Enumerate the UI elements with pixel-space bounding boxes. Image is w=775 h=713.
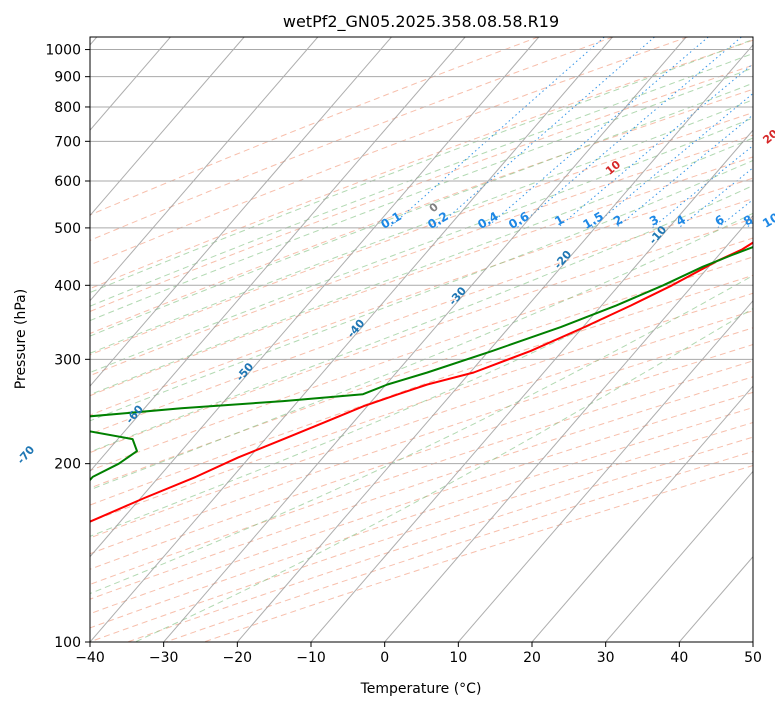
y-axis-label: Pressure (hPa) [13,289,29,389]
y-tick-label: 700 [54,134,81,150]
isotherm-label: -50 [233,360,256,384]
moist-adiabat-line [0,37,775,377]
x-tick-label: −10 [296,650,326,666]
isotherm-line [606,37,775,642]
x-tick-label: 50 [744,650,762,666]
moist-adiabat-line [0,37,775,642]
dry-adiabat-line [0,37,775,642]
x-tick-label: 10 [449,650,467,666]
x-tick-label: 30 [597,650,615,666]
dry-adiabat-line [0,37,775,642]
y-tick-label: 300 [54,352,81,368]
isotherm-line [0,37,244,642]
dry-adiabat-line [0,37,775,642]
isotherm-label: -20 [551,248,574,272]
mixing-ratio-line [486,37,708,228]
mixing-ratio-label: 0.4 [475,209,500,232]
dry-adiabat-line [0,37,775,642]
mixing-ratio-label: 1.5 [580,209,605,232]
moist-adiabat-line [0,37,775,355]
mixing-ratio-line [557,37,775,228]
x-tick-label: −30 [149,650,179,666]
y-tick-label: 200 [54,457,81,473]
moist-adiabat-line [0,37,775,491]
dry-adiabat-label: 20 [760,127,775,147]
dry-adiabat-label: 10 [603,158,623,178]
dry-adiabat-line [0,37,775,642]
dry-adiabat-line [0,37,775,642]
dry-adiabat-line [0,37,775,642]
mixing-ratio-label: 4 [674,212,688,228]
isotherm-label: -30 [446,284,469,308]
dry-adiabat-line [204,37,775,642]
x-tick-label: −40 [75,650,105,666]
mixing-ratio-line [517,37,742,228]
dry-adiabat-line [0,37,538,642]
isotherm-line [237,37,759,642]
dry-adiabat-line [0,37,775,642]
y-axis-ticks: 100 200 300 400 500 600 700 800 900 1000 [45,43,90,651]
y-tick-label: 600 [54,174,81,190]
x-axis-label: Temperature (°C) [360,681,482,697]
dry-adiabat-line [0,37,775,642]
dry-adiabat-line [0,37,775,642]
dry-adiabat-line [0,37,775,642]
y-tick-label: 400 [54,278,81,294]
dry-adiabat-line [0,37,775,642]
x-tick-label: 40 [670,650,688,666]
isotherm-label: -10 [646,223,669,247]
isotherm-line [311,37,775,642]
dry-adiabat-line [0,37,775,642]
chart-title: wetPf2_GN05.2025.358.08.58.R19 [283,12,559,32]
y-tick-label: 100 [54,635,81,651]
dry-adiabat-line [0,37,775,642]
dry-adiabat-line [0,37,775,642]
isotherm-line [0,37,391,642]
dry-adiabat-line [0,37,763,642]
y-tick-label: 500 [54,221,81,237]
mixing-ratio-label: 10 [760,210,775,230]
mixing-ratio-line [389,37,604,228]
dry-adiabat-line [0,37,688,642]
background-lines [0,37,775,642]
y-tick-label: 1000 [45,43,81,59]
x-tick-label: 0 [380,650,389,666]
mixing-ratio-line [436,37,655,228]
isotherm-label: -70 [14,443,37,467]
isotherm-line [16,37,538,642]
moist-adiabat-line [0,37,775,642]
y-tick-label: 800 [54,100,81,116]
moist-adiabat-line [0,37,775,529]
x-tick-label: −20 [223,650,253,666]
line-labels: -100-90-80-70-60-50-40-30-20-100.10.20.4… [0,70,775,597]
dry-adiabat-line [0,37,775,642]
isotherm-line [0,37,318,642]
moist-adiabat-line [0,37,775,629]
x-tick-label: 20 [523,650,541,666]
moist-adiabat-line [135,37,775,642]
y-tick-label: 900 [54,70,81,86]
dry-adiabat-line [0,37,775,642]
isotherm-line [532,37,775,642]
x-axis-ticks: −40 −30 −20 −10 0 10 20 30 40 50 [75,642,762,666]
dry-adiabat-line [51,37,775,642]
plot-frame [90,37,753,642]
moist-adiabat-line [0,37,760,335]
mixing-ratio-label: 6 [712,212,726,228]
